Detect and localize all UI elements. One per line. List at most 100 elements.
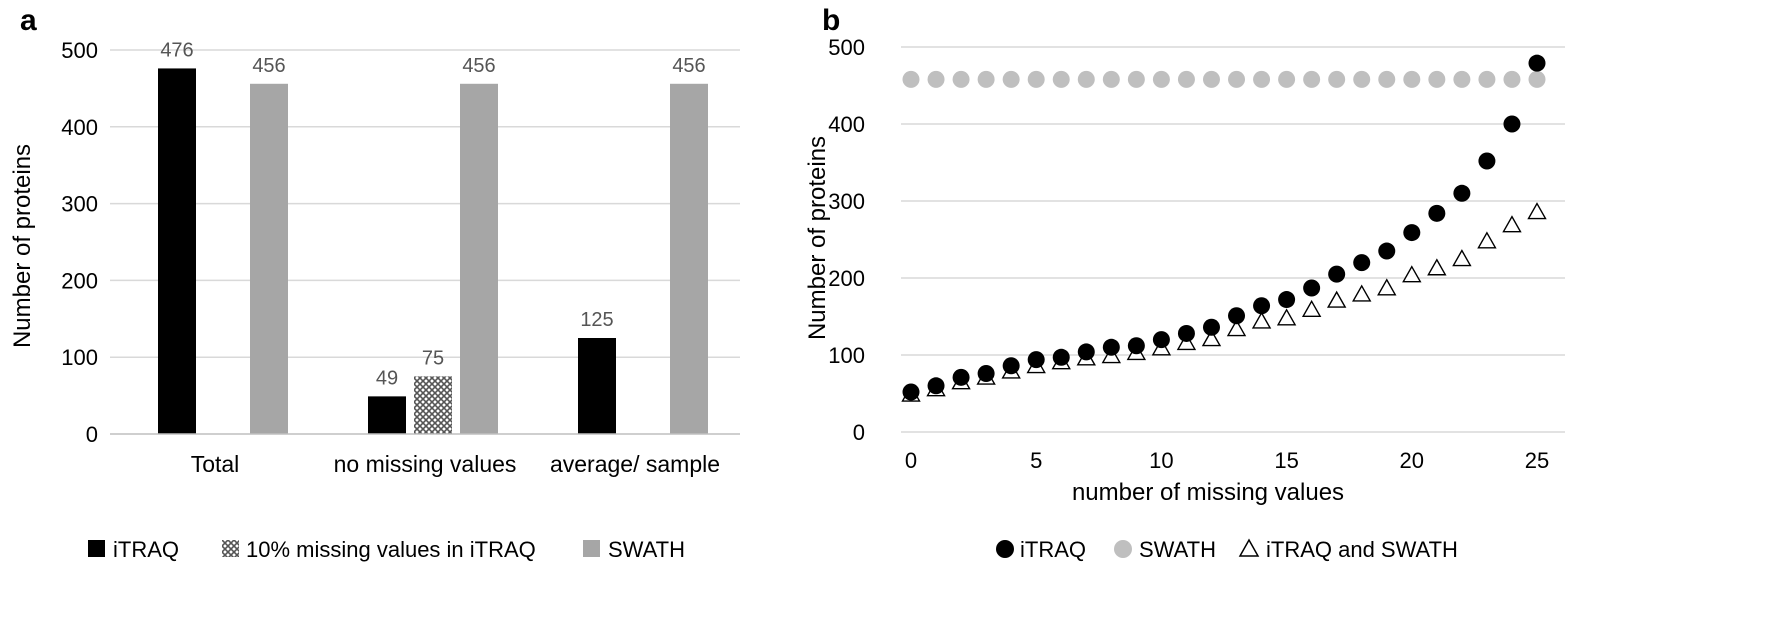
legend-label-b-swath: SWATH bbox=[1139, 537, 1216, 562]
panel-b-points bbox=[901, 54, 1547, 402]
point-itraq bbox=[1278, 291, 1296, 309]
point-itraq-and-swath bbox=[1477, 231, 1497, 249]
y-tick-label: 200 bbox=[61, 268, 98, 293]
point-itraq bbox=[1478, 152, 1496, 170]
point-itraq bbox=[1152, 331, 1170, 349]
y-tick-label: 300 bbox=[61, 192, 98, 217]
legend-label-itraq: iTRAQ bbox=[113, 537, 179, 562]
point-itraq bbox=[952, 368, 970, 386]
bar bbox=[670, 83, 708, 435]
point-swath bbox=[1403, 70, 1421, 88]
x-tick-label: 20 bbox=[1400, 448, 1424, 473]
point-itraq-and-swath bbox=[1201, 329, 1222, 347]
x-tick-label: 25 bbox=[1525, 448, 1549, 473]
point-itraq bbox=[902, 383, 920, 401]
point-itraq-and-swath bbox=[1352, 284, 1372, 302]
legend-label-10pct-missing: 10% missing values in iTRAQ bbox=[246, 537, 536, 562]
point-itraq-and-swath bbox=[1502, 215, 1522, 233]
bar-data-label: 456 bbox=[462, 55, 495, 77]
point-swath bbox=[1328, 70, 1346, 88]
bar-data-label: 456 bbox=[252, 55, 285, 77]
panel-a-y-axis-title: Number of proteins bbox=[9, 144, 36, 348]
legend-swatch-10pct-missing bbox=[222, 540, 239, 557]
panel-b-y-ticks: 0 100 200 300 400 500 bbox=[828, 35, 865, 445]
bar bbox=[414, 376, 452, 434]
panel-a-data-labels: 476 456 49 75 456 125 456 bbox=[160, 39, 705, 389]
y-tick-label: 100 bbox=[828, 343, 865, 368]
bar-data-label: 476 bbox=[160, 39, 193, 61]
x-tick-label: 15 bbox=[1274, 448, 1298, 473]
point-itraq-and-swath bbox=[1176, 333, 1197, 351]
legend-marker-itraq bbox=[996, 540, 1014, 558]
bar bbox=[158, 68, 196, 434]
point-swath bbox=[902, 70, 920, 88]
point-swath bbox=[1002, 70, 1020, 88]
bar bbox=[368, 396, 406, 434]
point-swath bbox=[1202, 70, 1220, 88]
point-swath bbox=[1428, 70, 1446, 88]
point-itraq bbox=[1378, 242, 1396, 260]
point-itraq bbox=[1528, 54, 1546, 72]
panel-b-x-ticks: 0 5 10 15 20 25 bbox=[905, 448, 1549, 473]
bar-data-label: 49 bbox=[376, 367, 398, 389]
bar bbox=[578, 338, 616, 434]
y-tick-label: 0 bbox=[853, 420, 865, 445]
point-itraq bbox=[1428, 204, 1446, 222]
x-tick-label: 5 bbox=[1030, 448, 1042, 473]
point-itraq bbox=[1453, 184, 1471, 202]
point-itraq bbox=[1403, 224, 1421, 242]
point-swath bbox=[1528, 70, 1546, 88]
point-swath bbox=[927, 70, 945, 88]
point-itraq-and-swath bbox=[1527, 202, 1547, 220]
panel-a-legend: iTRAQ 10% missing values in iTRAQ SWATH bbox=[88, 537, 685, 562]
y-tick-label: 300 bbox=[828, 189, 865, 214]
panel-a-gridlines bbox=[110, 49, 740, 358]
y-tick-label: 400 bbox=[828, 112, 865, 137]
point-itraq bbox=[1353, 254, 1371, 272]
point-swath bbox=[1503, 70, 1521, 88]
category-label: no missing values bbox=[334, 451, 517, 477]
panel-a-bars bbox=[158, 68, 708, 435]
point-swath bbox=[952, 70, 970, 88]
point-itraq-and-swath bbox=[1251, 311, 1272, 329]
point-swath bbox=[1353, 70, 1371, 88]
bar bbox=[460, 83, 498, 435]
bar-data-label: 456 bbox=[672, 55, 705, 77]
category-label: average/ sample bbox=[550, 451, 720, 477]
point-itraq bbox=[1202, 318, 1220, 336]
bar-data-label: 75 bbox=[422, 347, 444, 369]
bar-data-label: 125 bbox=[580, 309, 613, 331]
panel-a-label: a bbox=[20, 4, 37, 37]
point-swath bbox=[1127, 70, 1145, 88]
legend-swatch-swath bbox=[583, 540, 600, 557]
panel-b-y-axis-title: Number of proteins bbox=[804, 136, 831, 340]
point-itraq bbox=[1077, 343, 1095, 361]
legend-swatch-itraq bbox=[88, 540, 105, 557]
category-label: Total bbox=[191, 451, 240, 477]
point-itraq bbox=[1503, 115, 1521, 133]
legend-label-swath: SWATH bbox=[608, 537, 685, 562]
point-swath bbox=[1102, 70, 1120, 88]
point-itraq bbox=[1127, 337, 1145, 355]
point-itraq bbox=[1177, 324, 1195, 342]
point-itraq bbox=[927, 377, 945, 395]
legend-label-b-itraq-and-swath: iTRAQ and SWATH bbox=[1266, 537, 1458, 562]
panel-a-y-ticks: 0 100 200 300 400 500 bbox=[61, 38, 98, 447]
bar bbox=[250, 83, 288, 435]
point-itraq-and-swath bbox=[1377, 278, 1397, 296]
legend-marker-itraq-and-swath bbox=[1238, 538, 1260, 557]
point-itraq bbox=[1027, 351, 1045, 369]
y-tick-label: 100 bbox=[61, 345, 98, 370]
point-swath bbox=[1027, 70, 1045, 88]
panel-b-legend: iTRAQ SWATH iTRAQ and SWATH bbox=[996, 537, 1458, 562]
point-itraq-and-swath bbox=[1427, 258, 1447, 276]
x-tick-label: 10 bbox=[1149, 448, 1173, 473]
point-swath bbox=[977, 70, 995, 88]
point-itraq-and-swath bbox=[1452, 249, 1472, 267]
y-tick-label: 0 bbox=[86, 422, 98, 447]
point-swath bbox=[1303, 70, 1321, 88]
point-itraq bbox=[1328, 265, 1346, 283]
point-itraq-and-swath bbox=[1301, 299, 1322, 318]
point-swath bbox=[1278, 70, 1296, 88]
